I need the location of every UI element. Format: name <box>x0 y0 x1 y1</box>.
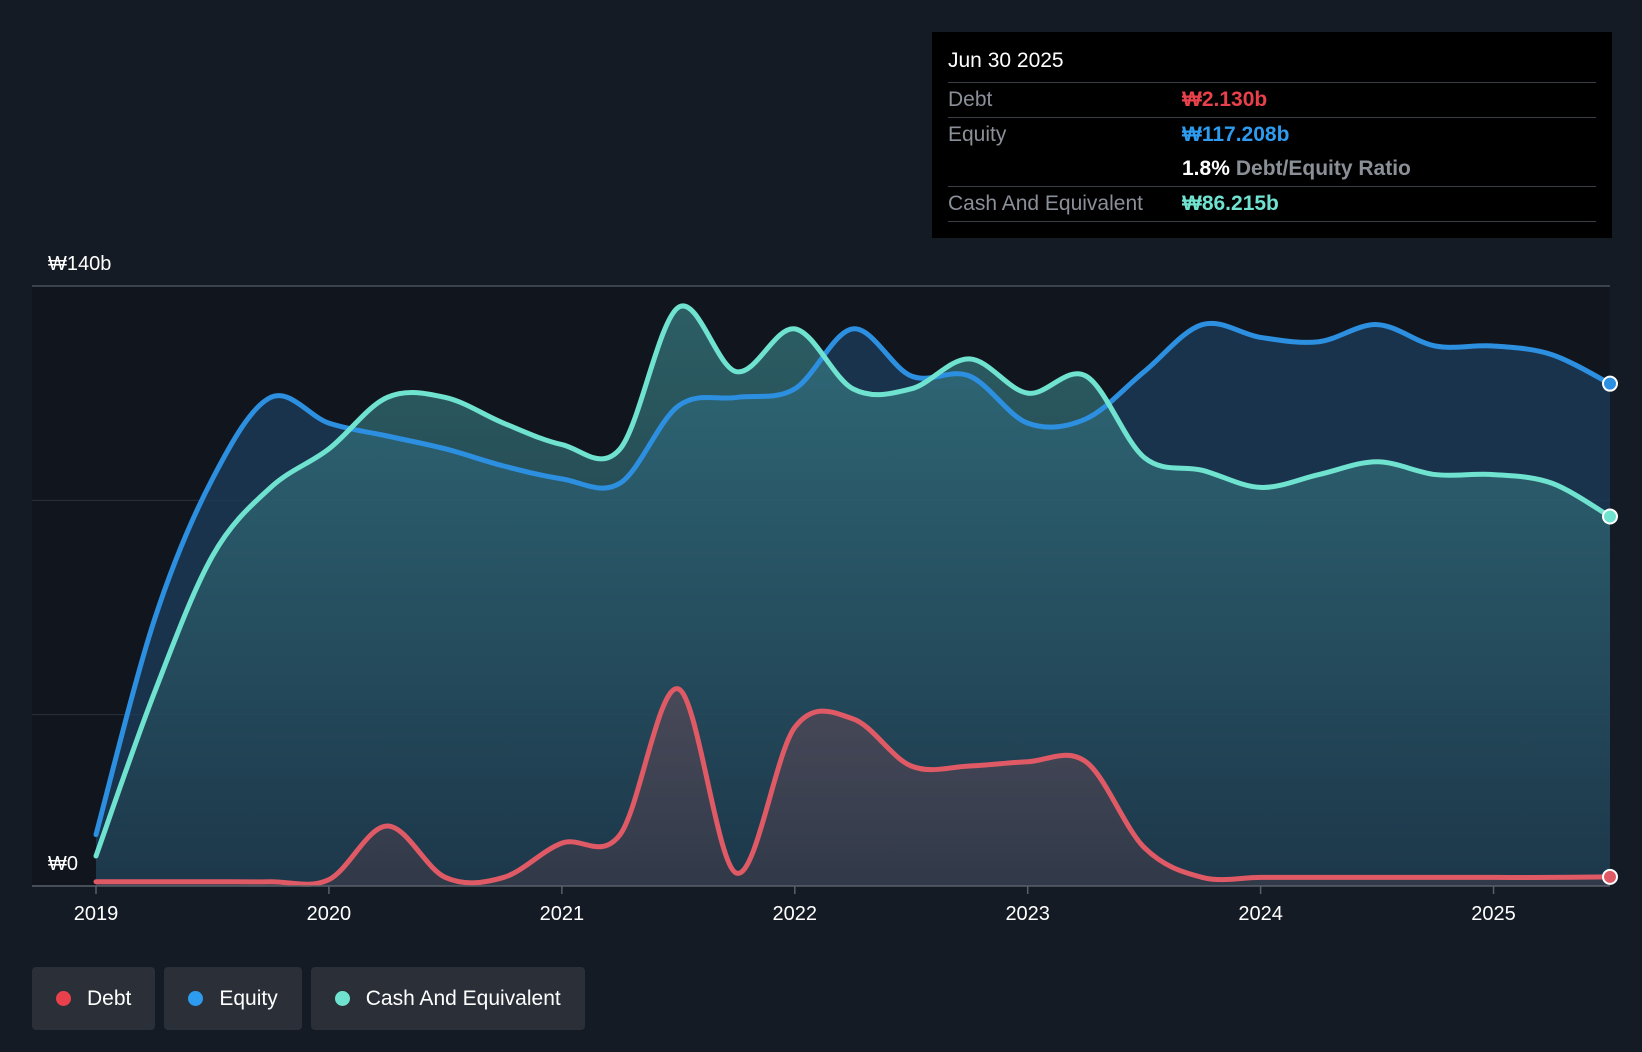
end-markers <box>1602 375 1618 885</box>
x-tick-label: 2025 <box>1471 903 1516 925</box>
tooltip-equity-label: Equity <box>948 123 1007 146</box>
x-tick-label: 2020 <box>307 903 352 925</box>
axes: ₩140b ₩0 2019 2020 2021 2022 2023 2024 2025 <box>32 253 1610 925</box>
legend-label-debt: Debt <box>87 986 132 1010</box>
debt-line <box>93 686 1613 887</box>
series-lines <box>93 303 1613 887</box>
legend-item-cash[interactable]: Cash And Equivalent <box>310 967 585 1030</box>
tooltip-date: Jun 30 2025 <box>948 46 1596 83</box>
cash-line <box>93 303 1613 859</box>
tooltip-ratio-value: 1.8% <box>1182 157 1230 180</box>
y-axis-max-label: ₩140b <box>48 253 111 275</box>
debt-end-marker[interactable] <box>1602 868 1618 885</box>
tooltip-panel: Jun 30 2025 Debt ₩2.130b Equity ₩117.208… <box>932 32 1612 238</box>
x-tick-label: 2022 <box>773 903 818 925</box>
legend-dot-debt <box>56 991 71 1006</box>
series-areas <box>96 305 1610 886</box>
tooltip-debt-value: ₩2.130b <box>1182 88 1268 111</box>
tooltip-equity-row: Equity ₩117.208b <box>948 118 1596 152</box>
tooltip-debt-row: Debt ₩2.130b <box>948 83 1596 118</box>
tooltip-ratio-row: 1.8% Debt/Equity Ratio <box>948 152 1596 187</box>
legend-dot-cash <box>334 991 350 1006</box>
tooltip-equity-value: ₩117.208b <box>1182 123 1290 146</box>
tooltip-cash-value: ₩86.215b <box>1182 192 1279 215</box>
x-tick-label: 2019 <box>74 903 119 925</box>
tooltip-cash-label: Cash And Equivalent <box>948 192 1143 215</box>
legend: Debt Equity Cash And Equivalent <box>32 967 585 1030</box>
debt-area <box>96 688 1610 886</box>
equity-line <box>93 320 1613 838</box>
tooltip-cash-row: Cash And Equivalent ₩86.215b <box>948 187 1596 222</box>
legend-dot-equity <box>188 991 204 1006</box>
legend-label-equity: Equity <box>219 986 278 1010</box>
x-tick-label: 2021 <box>540 903 585 925</box>
equity-end-marker[interactable] <box>1602 375 1618 392</box>
y-axis-min-label: ₩0 <box>48 853 78 875</box>
legend-item-debt[interactable]: Debt <box>32 967 156 1030</box>
cash-end-marker[interactable] <box>1602 508 1618 525</box>
legend-label-cash: Cash And Equivalent <box>365 986 561 1010</box>
tooltip-ratio-label: Debt/Equity Ratio <box>1235 157 1411 180</box>
cash-area <box>96 305 1610 886</box>
x-tick-label: 2023 <box>1005 903 1050 925</box>
x-tick-label: 2024 <box>1238 903 1283 925</box>
tooltip-debt-label: Debt <box>948 88 993 111</box>
legend-item-equity[interactable]: Equity <box>164 967 302 1030</box>
